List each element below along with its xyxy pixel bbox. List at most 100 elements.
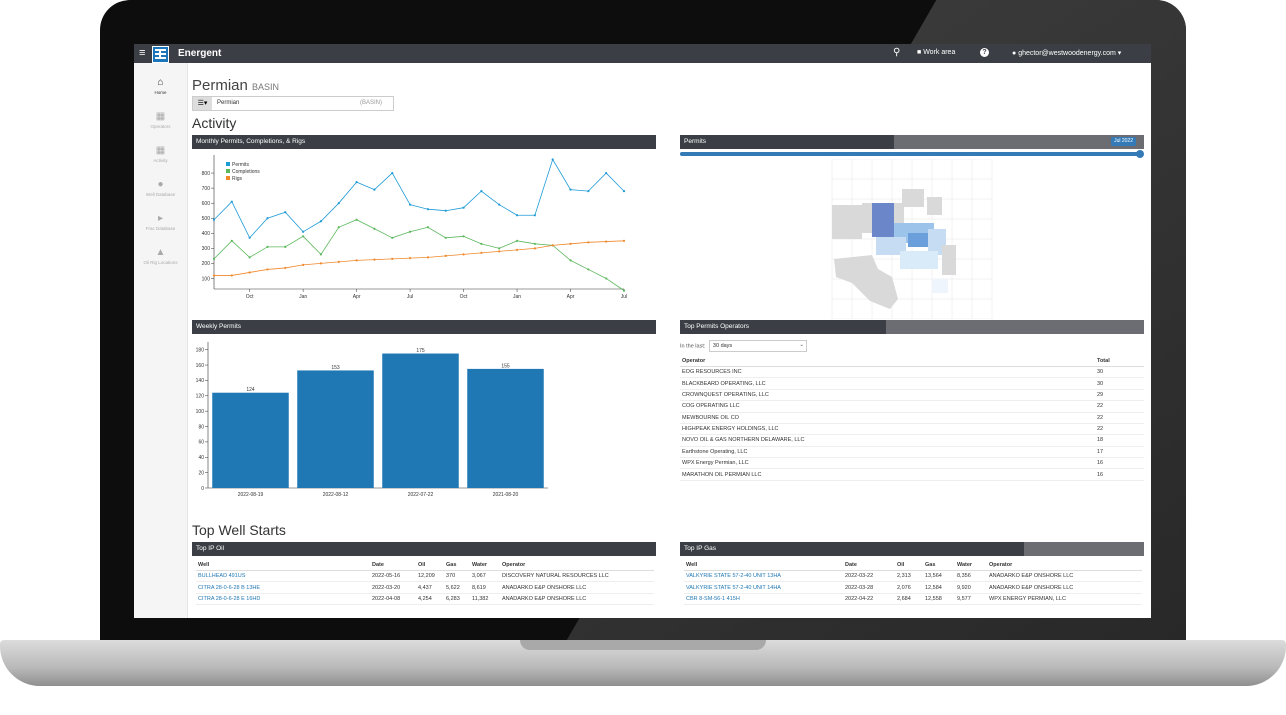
laptop-notch xyxy=(520,640,766,650)
operator-total: 22 xyxy=(1095,423,1144,436)
well-date: 2022-05-16 xyxy=(370,570,416,583)
operator-name: BLACKBEARD OPERATING, LLC xyxy=(680,377,1095,390)
help-icon[interactable]: ? xyxy=(980,48,989,57)
well-link[interactable]: VALKYRIE STATE 57-2-40 UNIT 14HA xyxy=(684,581,843,594)
data-point-completions xyxy=(266,245,269,248)
data-point-rigs xyxy=(319,262,323,265)
operator-name: HIGHPEAK ENERGY HOLDINGS, LLC xyxy=(680,423,1095,436)
y-tick-label: 800 xyxy=(202,171,211,177)
table-row[interactable]: BLACKBEARD OPERATING, LLC 30 xyxy=(680,377,1144,390)
table-row[interactable]: WPX Energy Permian, LLC 16 xyxy=(680,457,1144,470)
data-point-permits xyxy=(605,171,608,175)
work-area-link[interactable]: ■ Work area xyxy=(917,49,955,56)
slider-handle[interactable] xyxy=(1136,150,1144,158)
data-point-rigs xyxy=(212,274,216,277)
bar-value-label: 153 xyxy=(331,365,340,371)
sidebar-item-oil-rig-locations[interactable]: ▲ Oil Rig Locations xyxy=(134,247,187,265)
data-point-rigs xyxy=(266,268,269,271)
monthly-line-chart: 100 200 300 400 500 600 700 800 Oct Jan Apr Jul Oct J… xyxy=(202,155,627,300)
well-link[interactable]: BULLHEAD 491US xyxy=(196,570,370,583)
table-row[interactable]: BULLHEAD 491US 2022-05-16 12,209 370 3,067 DI… xyxy=(196,570,654,583)
energent-logo[interactable] xyxy=(152,46,169,63)
sidebar-item-home[interactable]: ⌂ Home xyxy=(134,77,187,95)
sidebar-item-label: Operators xyxy=(150,124,171,129)
well-water: 3,067 xyxy=(470,570,500,583)
data-point-permits xyxy=(391,171,394,175)
well-link[interactable]: CBR 8-SM-56-1 415H xyxy=(684,593,843,606)
permits-map[interactable] xyxy=(812,159,1012,319)
sidebar-item-label: Oil Rig Locations xyxy=(143,260,178,265)
data-point-permits xyxy=(426,208,430,211)
data-point-completions xyxy=(230,239,233,242)
table-row[interactable]: COG OPERATING LLC 22 xyxy=(680,400,1144,413)
x-tick-label: Oct xyxy=(460,294,468,300)
data-point-permits xyxy=(212,218,216,221)
x-tick-label: 2022-08-12 xyxy=(323,492,349,496)
legend-swatch-permits xyxy=(226,162,230,166)
table-row[interactable]: MEWBOURNE OIL CO 22 xyxy=(680,412,1144,424)
well-water: 9,920 xyxy=(955,581,987,594)
col-operator: Operator xyxy=(500,560,654,571)
table-row[interactable]: NOVO OIL & GAS NORTHERN DELAWARE, LLC 18 xyxy=(680,434,1144,447)
user-icon: ● xyxy=(1012,50,1017,57)
user-menu[interactable]: ● ghector@westwoodenergy.com ▾ xyxy=(1012,49,1121,57)
well-oil: 4,437 xyxy=(416,581,444,594)
table-row[interactable]: CROWNQUEST OPERATING, LLC 29 xyxy=(680,389,1144,402)
well-gas: 12,584 xyxy=(923,581,955,594)
data-point-completions xyxy=(462,235,465,238)
well-gas: 12,558 xyxy=(923,593,955,606)
data-point-permits xyxy=(284,211,287,214)
data-point-permits xyxy=(569,188,572,191)
table-row[interactable]: HIGHPEAK ENERGY HOLDINGS, LLC 22 xyxy=(680,423,1144,436)
legend-label-rigs: Rigs xyxy=(232,176,243,182)
well-link[interactable]: VALKYRIE STATE 57-2-40 UNIT 13HA xyxy=(684,570,843,583)
col-oil: Oil xyxy=(895,560,923,571)
data-point-completions xyxy=(284,245,287,248)
sidebar-item-activity[interactable]: ▦ Activity xyxy=(134,145,187,163)
x-tick-label: Jan xyxy=(299,294,307,300)
x-tick-label: Jan xyxy=(513,294,521,300)
table-row[interactable]: CITRA 28-0-6-28 E 16HD 2022-04-08 4,254 6,2… xyxy=(196,593,654,606)
operator-total: 16 xyxy=(1095,468,1144,481)
list-menu-icon[interactable]: ☰▾ xyxy=(193,97,212,110)
sidebar-item-operators[interactable]: ▦ Operators xyxy=(134,111,187,129)
table-row[interactable]: CBR 8-SM-56-1 415H 2022-04-22 2,684 12,558 9… xyxy=(684,593,1142,606)
table-row[interactable]: Earthstone Operating, LLC 17 xyxy=(680,446,1144,459)
sidebar-item-frac-database[interactable]: ▸ Frac Database xyxy=(134,213,187,231)
well-link[interactable]: CITRA 28-0-6-28 E 16HD xyxy=(196,593,370,606)
legend-label-permits: Permits xyxy=(232,162,249,168)
user-email: ghector@westwoodenergy.com xyxy=(1018,50,1116,57)
table-row[interactable]: VALKYRIE STATE 57-2-40 UNIT 13HA 2022-03-… xyxy=(684,570,1142,583)
well-gas: 13,564 xyxy=(923,570,955,583)
well-date: 2022-03-20 xyxy=(370,581,416,594)
data-point-rigs xyxy=(337,260,340,263)
period-select[interactable]: 30 days ⌄ xyxy=(708,340,807,352)
search-icon[interactable]: ⚲ xyxy=(893,47,901,58)
basin-selector[interactable]: ☰▾ Permian (BASIN) xyxy=(192,96,394,111)
table-row[interactable]: CITRA 28-0-6-28 B 13HE 2022-03-20 4,437 5,6… xyxy=(196,581,654,594)
data-point-completions xyxy=(408,230,412,233)
sidebar-item-label: Activity xyxy=(153,158,168,163)
data-point-completions xyxy=(622,289,626,292)
table-row[interactable]: EOG RESOURCES INC 30 xyxy=(680,366,1144,379)
data-point-completions xyxy=(302,235,305,238)
main-content: Permian BASIN ☰▾ Permian (BASIN) Activit… xyxy=(192,63,1149,618)
bar-value-label: 175 xyxy=(416,348,425,354)
well-operator: ANADARKO E&P ONSHORE LLC xyxy=(500,581,654,594)
well-link[interactable]: CITRA 28-0-6-28 B 13HE xyxy=(196,581,370,594)
sidebar-item-well-database[interactable]: ● Well Database xyxy=(134,179,187,197)
table-row[interactable]: MARATHON OIL PERMIAN LLC 16 xyxy=(680,468,1144,481)
table-row[interactable]: VALKYRIE STATE 57-2-40 UNIT 14HA 2022-03-… xyxy=(684,581,1142,594)
menu-icon[interactable]: ≡ xyxy=(139,47,146,59)
y-tick-label: 400 xyxy=(202,231,211,237)
col-oil: Oil xyxy=(416,560,444,571)
permits-slider[interactable] xyxy=(680,150,1144,158)
operator-name: NOVO OIL & GAS NORTHERN DELAWARE, LLC xyxy=(680,434,1095,447)
bar xyxy=(382,353,459,488)
data-point-rigs xyxy=(373,258,376,261)
sidebar-item-label: Home xyxy=(154,90,167,95)
x-tick-label: Jul xyxy=(407,294,413,300)
page-title: Permian BASIN xyxy=(192,77,279,94)
col-water: Water xyxy=(470,560,500,571)
data-point-rigs xyxy=(622,239,626,242)
